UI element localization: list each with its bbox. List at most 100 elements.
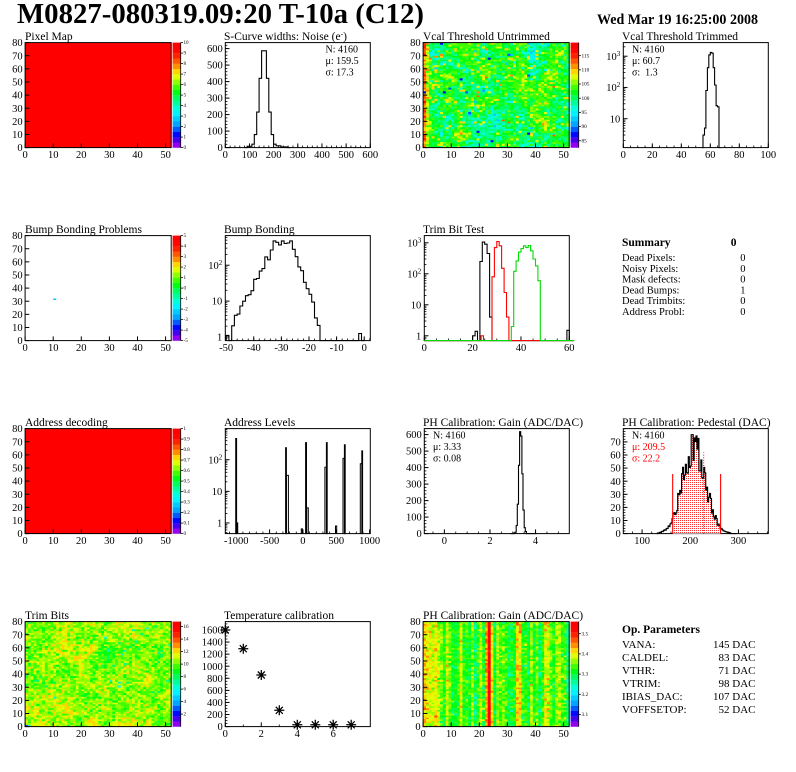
svg-text:40: 40	[410, 91, 421, 102]
svg-text:300: 300	[406, 480, 422, 491]
svg-text:0.2: 0.2	[184, 511, 191, 516]
svg-text:Bump Bonding Problems: Bump Bonding Problems	[25, 224, 142, 236]
svg-text:6: 6	[184, 82, 187, 88]
svg-text:300: 300	[731, 536, 747, 547]
svg-text:Op. Parameters: Op. Parameters	[622, 624, 700, 636]
svg-text:20: 20	[76, 150, 87, 161]
svg-text:40: 40	[610, 477, 621, 488]
svg-text:60: 60	[12, 450, 23, 461]
svg-text:60: 60	[410, 64, 421, 75]
svg-text:-500: -500	[260, 536, 279, 547]
svg-text:4: 4	[184, 103, 187, 109]
svg-text:1: 1	[740, 285, 745, 296]
svg-text:98 DAC: 98 DAC	[719, 678, 756, 690]
svg-text:1: 1	[217, 333, 222, 344]
svg-text:500: 500	[406, 447, 422, 458]
svg-text:20: 20	[12, 696, 23, 707]
svg-text:50: 50	[12, 271, 23, 282]
svg-text:200: 200	[682, 536, 698, 547]
svg-text:Trim Bit Test: Trim Bit Test	[423, 224, 485, 236]
svg-text:50: 50	[160, 729, 171, 740]
svg-text:50: 50	[410, 657, 421, 668]
svg-text:PH Calibration: Gain (ADC/DAC): PH Calibration: Gain (ADC/DAC)	[423, 610, 583, 622]
svg-text:100: 100	[207, 127, 223, 138]
svg-text:80: 80	[410, 617, 421, 628]
svg-text:0: 0	[22, 536, 27, 547]
svg-text:0: 0	[442, 536, 447, 547]
svg-text:60: 60	[705, 150, 716, 161]
svg-text:80: 80	[12, 231, 23, 242]
svg-text:30: 30	[104, 343, 115, 354]
svg-text:9: 9	[184, 51, 187, 57]
svg-text:10: 10	[12, 709, 23, 720]
svg-text:Dead Bumps:: Dead Bumps:	[622, 285, 680, 296]
svg-text:0: 0	[223, 150, 228, 161]
svg-text:50: 50	[558, 150, 569, 161]
svg-text:10: 10	[48, 343, 59, 354]
svg-text:1000: 1000	[202, 662, 223, 673]
svg-text:10: 10	[12, 516, 23, 527]
svg-text:107 DAC: 107 DAC	[713, 691, 755, 703]
svg-text:600: 600	[362, 150, 378, 161]
svg-text:Dead Trimbits:: Dead Trimbits:	[622, 296, 685, 307]
svg-text:0: 0	[731, 237, 737, 249]
svg-text:3.4: 3.4	[582, 652, 589, 658]
svg-text:71 DAC: 71 DAC	[719, 665, 756, 677]
svg-text:0: 0	[616, 529, 621, 540]
svg-text:600: 600	[207, 44, 223, 55]
svg-text:-1000: -1000	[224, 536, 249, 547]
svg-text:110: 110	[582, 67, 590, 73]
svg-text:0: 0	[17, 336, 22, 347]
svg-text:μ: 3.33: μ: 3.33	[433, 442, 461, 453]
svg-text:30: 30	[410, 104, 421, 115]
svg-text:10: 10	[446, 729, 457, 740]
svg-text:VTHR:: VTHR:	[622, 665, 655, 677]
svg-text:20: 20	[12, 503, 23, 514]
svg-text:10: 10	[446, 150, 457, 161]
svg-text:0: 0	[362, 343, 367, 354]
svg-text:0: 0	[300, 536, 305, 547]
svg-text:50: 50	[558, 729, 569, 740]
svg-text:1000: 1000	[359, 536, 380, 547]
svg-text:20: 20	[12, 117, 23, 128]
svg-text:20: 20	[647, 150, 658, 161]
svg-text:70: 70	[610, 438, 621, 449]
svg-text:3.2: 3.2	[582, 692, 589, 698]
svg-text:1400: 1400	[202, 638, 223, 649]
svg-text:μ: 209.5: μ: 209.5	[632, 442, 665, 453]
svg-text:0: 0	[420, 729, 425, 740]
svg-text:83 DAC: 83 DAC	[719, 652, 756, 664]
svg-text:Wed Mar 19 16:25:00 2008: Wed Mar 19 16:25:00 2008	[597, 12, 758, 28]
svg-text:10: 10	[12, 323, 23, 334]
svg-text:0.3: 0.3	[184, 501, 191, 506]
svg-text:60: 60	[564, 343, 575, 354]
svg-text:σ: 22.2: σ: 22.2	[632, 454, 660, 465]
svg-text:0: 0	[17, 143, 22, 154]
svg-text:μ: 159.5: μ: 159.5	[326, 56, 359, 67]
svg-text:0: 0	[422, 343, 427, 354]
svg-text:10: 10	[12, 130, 23, 141]
svg-text:40: 40	[132, 343, 143, 354]
svg-text:Address decoding: Address decoding	[25, 417, 108, 429]
svg-text:10: 10	[48, 729, 59, 740]
svg-text:-5: -5	[184, 338, 189, 344]
svg-text:20: 20	[610, 503, 621, 514]
svg-text:50: 50	[160, 343, 171, 354]
svg-text:-10: -10	[330, 343, 344, 354]
svg-text:90: 90	[582, 124, 588, 130]
svg-text:200: 200	[266, 150, 282, 161]
svg-text:200: 200	[207, 110, 223, 121]
svg-text:0.6: 0.6	[184, 469, 191, 474]
svg-text:6: 6	[184, 687, 187, 693]
svg-text:10: 10	[184, 40, 190, 46]
svg-text:0.7: 0.7	[184, 459, 191, 464]
svg-text:N: 4160: N: 4160	[433, 431, 466, 442]
svg-text:40: 40	[530, 729, 541, 740]
svg-text:70: 70	[410, 630, 421, 641]
svg-text:0: 0	[218, 143, 223, 154]
svg-text:M0827-080319.09:20 T-10a (C12): M0827-080319.09:20 T-10a (C12)	[17, 0, 424, 30]
svg-text:0: 0	[621, 150, 626, 161]
svg-text:Trim Bits: Trim Bits	[25, 610, 70, 622]
svg-text:40: 40	[516, 343, 527, 354]
svg-text:20: 20	[467, 343, 478, 354]
